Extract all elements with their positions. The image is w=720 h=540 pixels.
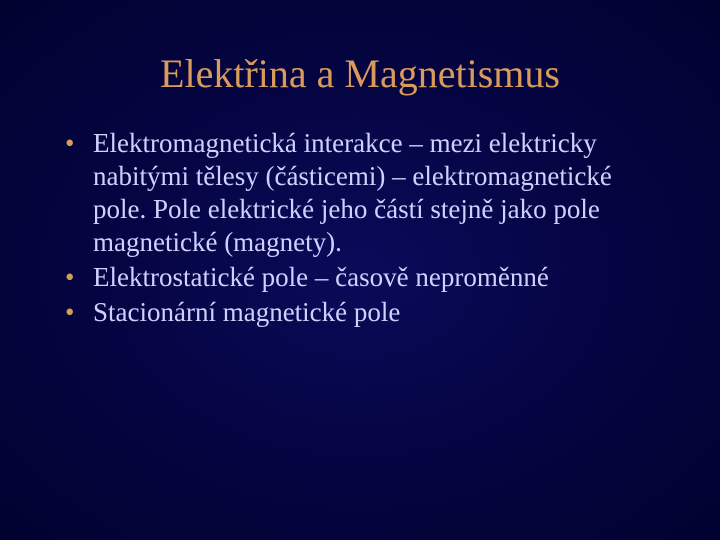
list-item: Stacionární magnetické pole xyxy=(65,296,665,329)
list-item: Elektrostatické pole – časově neproměnné xyxy=(65,261,665,294)
slide: Elektřina a Magnetismus Elektromagnetick… xyxy=(0,0,720,540)
list-item: Elektromagnetická interakce – mezi elekt… xyxy=(65,127,665,259)
bullet-list: Elektromagnetická interakce – mezi elekt… xyxy=(65,127,665,329)
slide-title: Elektřina a Magnetismus xyxy=(55,50,665,97)
